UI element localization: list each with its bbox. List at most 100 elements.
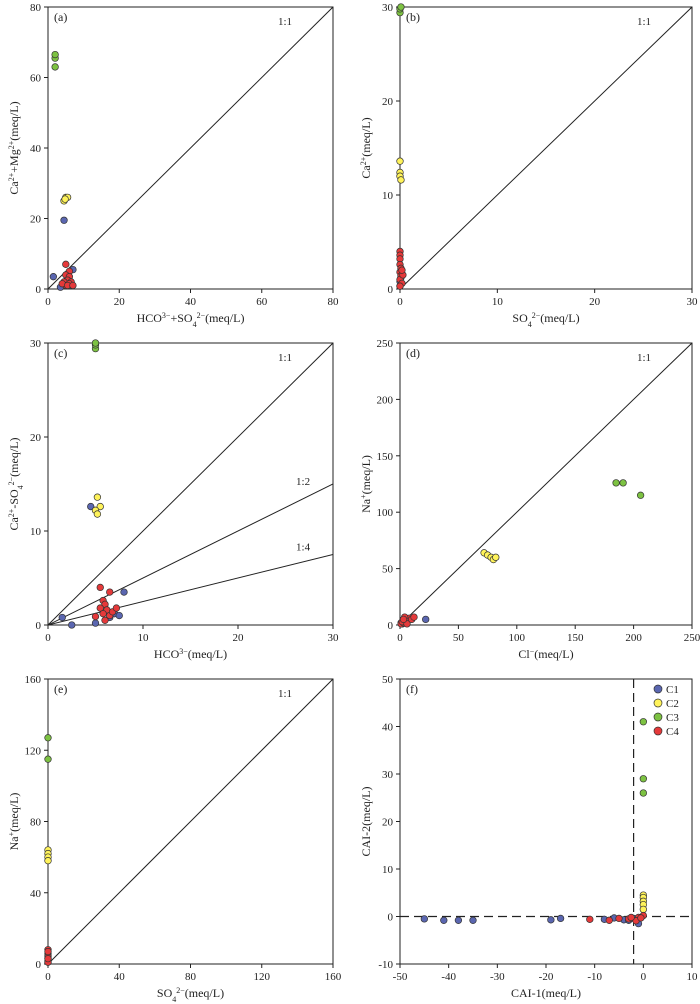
series-C4	[586, 911, 647, 925]
data-point-C3	[51, 50, 59, 59]
data-point-C4	[399, 615, 408, 624]
data-point-C4	[99, 610, 107, 618]
y-tick-label: 0	[388, 284, 394, 296]
y-tick-label: 0	[388, 620, 394, 632]
data-point-C4	[586, 915, 594, 923]
y-tick-label: 40	[30, 143, 42, 155]
data-point-C3	[612, 479, 620, 487]
x-tick-label: -20	[539, 971, 554, 983]
y-tick-label: 20	[382, 96, 394, 108]
x-tick-label: 0	[397, 632, 403, 644]
data-point-C4	[637, 914, 645, 922]
data-point-C4	[396, 282, 404, 290]
reference-line-label: 1:1	[278, 352, 292, 364]
legend-label-C3: C3	[666, 712, 679, 724]
data-point-C4	[91, 612, 100, 621]
y-axis-label: Ca2+-SO42−(meq/L)	[7, 437, 25, 530]
series-C4	[91, 583, 121, 624]
y-tick-label: 120	[25, 745, 42, 757]
data-point-C1	[420, 915, 428, 923]
x-tick-label: 0	[397, 296, 403, 308]
x-tick-label: 40	[185, 296, 197, 308]
data-point-C2	[93, 510, 102, 518]
data-point-C4	[44, 947, 52, 956]
data-point-C1	[60, 216, 68, 224]
chart-panel-3: 0 10 20 30 0 10 20 30 (c) 1:1 1:2 1:4 HCO3−(meq/L) Ca…	[7, 338, 340, 661]
x-tick-label: 0	[45, 971, 51, 983]
data-point-C3	[397, 3, 405, 11]
data-point-C3	[639, 718, 647, 726]
y-tick-label: 20	[30, 214, 42, 226]
x-tick-label: 20	[114, 296, 126, 308]
data-point-C1	[91, 619, 100, 627]
series-C2	[60, 193, 72, 205]
y-tick-label: 200	[377, 394, 394, 406]
y-tick-label: 250	[377, 338, 394, 350]
data-point-C1	[87, 502, 95, 511]
data-point-C1	[440, 916, 448, 924]
x-tick-label: 30	[687, 296, 699, 308]
y-tick-label: 30	[382, 2, 394, 14]
data-point-C3	[636, 491, 645, 499]
y-tick-label: 10	[30, 526, 42, 538]
x-tick-label: 20	[233, 632, 245, 644]
y-tick-label: 0	[36, 284, 42, 296]
x-tick-label: 40	[114, 971, 126, 983]
y-tick-label: 0	[36, 959, 42, 971]
legend: C1 C2 C3 C4	[653, 684, 679, 738]
data-point-C3	[44, 755, 52, 763]
y-tick-label: 0	[388, 912, 394, 924]
x-tick-label: 120	[254, 971, 271, 983]
y-tick-label: 30	[382, 769, 394, 781]
data-point-C1	[49, 273, 57, 281]
x-tick-label: 50	[453, 632, 465, 644]
series-C2	[639, 891, 647, 914]
reference-line-1-1	[400, 343, 692, 625]
series-C4	[396, 247, 407, 290]
x-tick-label: 60	[256, 296, 268, 308]
chart-panel-1: 0 20 40 60 80 0 20 40 60 80 (a) 1:1 HCO3−+SO42−(meq/…	[7, 2, 340, 329]
legend-marker-C1	[653, 684, 663, 694]
legend-label-C1: C1	[666, 684, 679, 696]
series-C3	[639, 718, 647, 797]
y-tick-label: 80	[30, 817, 42, 829]
data-point-C4	[398, 266, 406, 274]
series-C4	[44, 946, 52, 966]
panel-label: (d)	[406, 346, 420, 360]
reference-line-label: 1:1	[637, 352, 651, 364]
data-point-C2	[397, 176, 405, 184]
data-point-C4	[605, 916, 613, 924]
chart-panel-4: 0 50 100 150 200 250 0 50 100 150 200 250 (d) 1:1 Cl−(…	[359, 338, 700, 661]
panel-label: (a)	[54, 10, 67, 24]
data-point-C2	[639, 905, 647, 914]
panel-label: (e)	[54, 682, 67, 696]
x-tick-label: 20	[589, 296, 601, 308]
y-tick-label: 150	[377, 451, 394, 463]
data-point-C4	[615, 914, 623, 923]
reference-line-label: 1:1	[637, 16, 651, 28]
data-point-C2	[44, 857, 52, 865]
series-C2	[44, 846, 52, 865]
data-point-C2	[396, 157, 404, 165]
series-C2	[91, 493, 104, 518]
data-point-C1	[454, 916, 463, 924]
series-C3	[44, 734, 52, 763]
x-axis-label: Cl−(meq/L)	[518, 647, 573, 662]
x-tick-label: 80	[185, 971, 197, 983]
data-point-C1	[556, 914, 565, 923]
x-tick-label: -10	[587, 971, 602, 983]
x-axis-label: SO42−(meq/L)	[157, 986, 224, 1004]
y-tick-label: 40	[30, 888, 42, 900]
x-tick-label: -50	[393, 971, 408, 983]
data-point-C1	[68, 621, 76, 629]
x-tick-label: 10	[492, 296, 504, 308]
series-C3	[612, 479, 645, 499]
x-tick-label: 0	[641, 971, 647, 983]
plot-frame	[399, 342, 693, 626]
x-tick-label: 250	[684, 632, 700, 644]
y-tick-label: 0	[36, 620, 42, 632]
legend-marker-C3	[653, 712, 663, 722]
chart-panel-6: -50 -40 -30 -20 -10 0 10 -10 0 10 20 30 40 50 (f) CAI-1…	[359, 674, 698, 1000]
series-C3	[51, 50, 59, 71]
